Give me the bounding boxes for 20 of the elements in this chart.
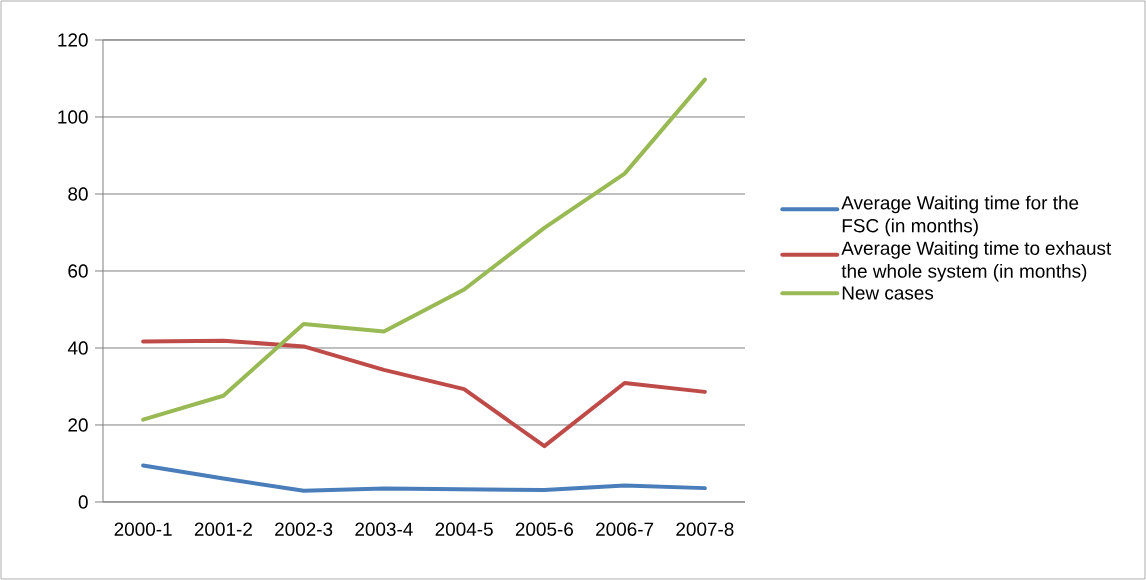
y-tick-label: 100: [58, 110, 88, 124]
x-tick-label: 2003-4: [355, 522, 413, 536]
x-tick-label: 2005-6: [515, 522, 573, 536]
line-series: [141, 338, 707, 449]
x-tick-label: 2007-8: [676, 522, 734, 536]
y-tick-label: 20: [68, 418, 88, 432]
x-tick-label: 2000-1: [114, 522, 172, 536]
y-tick-label: 40: [67, 341, 88, 355]
y-tick-label: 0: [78, 495, 88, 509]
legend-label: Average Waiting time to exhaust the whole system (in months): [841, 241, 1112, 282]
line-series: [141, 77, 707, 422]
x-tick-label: 2004-5: [435, 522, 493, 536]
y-tick-label: 60: [68, 264, 88, 278]
legend-label: New cases: [842, 286, 934, 300]
y-tick-label: 120: [58, 33, 88, 47]
x-tick-label: 2001-2: [194, 522, 252, 536]
y-tick-label: 80: [68, 187, 88, 201]
x-tick-label: 2006-7: [596, 522, 654, 536]
legend-label: Average Waiting time for the FSC (in months): [841, 195, 1079, 237]
x-tick-label: 2002-3: [275, 522, 333, 536]
